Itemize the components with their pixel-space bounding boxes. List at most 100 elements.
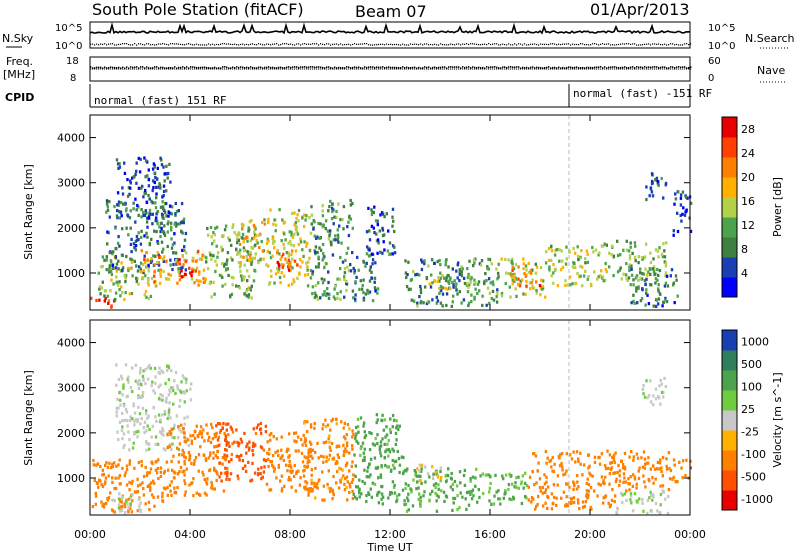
velocity-echo-cell <box>345 449 348 454</box>
freq-point <box>382 66 384 68</box>
freq-point <box>220 67 222 70</box>
colorbar-segment <box>722 450 737 471</box>
velocity-echo-cell <box>309 450 312 454</box>
velocity-echo-cell <box>196 434 199 438</box>
nsearch-point <box>234 43 236 45</box>
velocity-echo-cell <box>290 485 293 489</box>
velocity-echo-cell <box>131 446 135 450</box>
power-echo-cell <box>522 262 525 266</box>
velocity-echo-cell <box>420 481 423 485</box>
power-echo-cell <box>267 239 270 243</box>
power-echo-cell <box>105 268 108 272</box>
velocity-echo-cell <box>339 479 342 483</box>
velocity-echo-cell <box>565 469 568 473</box>
nsearch-tick-high: 10^5 <box>708 23 735 34</box>
velocity-echo-cell <box>360 445 363 449</box>
power-echo-cell <box>586 277 589 281</box>
power-echo-cell <box>134 248 137 252</box>
power-echo-cell <box>486 267 489 271</box>
velocity-echo-cell <box>212 456 215 460</box>
power-echo-cell <box>319 222 322 226</box>
power-echo-cell <box>622 248 625 252</box>
velocity-echo-cell <box>294 489 298 493</box>
power-echo-cell <box>427 300 431 304</box>
power-echo-cell <box>548 267 551 271</box>
power-echo-cell <box>197 272 201 276</box>
freq-point <box>172 67 174 69</box>
velocity-echo-cell <box>600 475 604 479</box>
velocity-echo-cell <box>224 438 227 442</box>
power-echo-cell <box>147 178 151 182</box>
power-echo-cell <box>129 226 132 230</box>
nsearch-point <box>530 43 532 45</box>
nave-point <box>636 68 638 70</box>
velocity-echo-cell <box>170 369 173 373</box>
velocity-echo-cell <box>289 469 292 473</box>
velocity-echo-cell <box>355 439 358 443</box>
freq-point <box>558 66 560 69</box>
power-echo-cell <box>381 251 384 255</box>
velocity-echo-cell <box>274 450 277 454</box>
colorbar-segment <box>722 137 737 158</box>
velocity-echo-cell <box>207 439 210 443</box>
velocity-echo-cell <box>252 453 255 457</box>
colorbar-tick-label: -1000 <box>741 493 773 506</box>
velocity-echo-cell <box>354 425 358 430</box>
power-echo-cell <box>191 258 194 263</box>
velocity-echo-cell <box>210 480 213 485</box>
velocity-echo-cell <box>365 494 368 498</box>
nsearch-point <box>456 43 458 45</box>
power-echo-cell <box>245 255 248 259</box>
velocity-echo-cell <box>286 447 289 451</box>
power-echo-cell <box>459 269 462 274</box>
freq-point <box>678 66 680 68</box>
velocity-echo-cell <box>290 465 293 469</box>
nave-point <box>200 68 202 70</box>
power-echo-cell <box>222 234 225 238</box>
nave-point <box>562 68 564 70</box>
nsearch-point <box>572 43 574 45</box>
velocity-echo-cell <box>367 492 371 497</box>
power-echo-cell <box>341 217 344 222</box>
power-echo-cell <box>512 274 515 278</box>
power-echo-cell <box>140 208 143 212</box>
nave-point <box>322 68 324 70</box>
velocity-echo-cell <box>560 461 563 466</box>
power-echo-cell <box>323 265 326 269</box>
velocity-echo-cell <box>120 500 123 504</box>
power-echo-cell <box>566 283 570 287</box>
velocity-echo-cell <box>259 431 263 435</box>
velocity-echo-cell <box>489 475 492 479</box>
velocity-echo-cell <box>223 453 226 457</box>
velocity-echo-cell <box>150 481 153 485</box>
velocity-echo-cell <box>638 497 641 501</box>
nave-point <box>144 68 146 70</box>
velocity-echo-cell <box>344 447 347 451</box>
power-echo-cell <box>525 279 528 284</box>
power-echo-cell <box>167 220 170 224</box>
velocity-echo-cell <box>121 425 124 429</box>
velocity-echo-cell <box>543 473 546 477</box>
velocity-echo-cell <box>462 473 466 478</box>
velocity-echo-cell <box>218 461 221 465</box>
power-echo-cell <box>477 280 481 284</box>
freq-point <box>596 66 598 69</box>
velocity-echo-cell <box>331 490 335 494</box>
nave-point <box>142 68 144 70</box>
power-echo-cell <box>124 291 127 295</box>
power-echo-cell <box>625 262 628 266</box>
power-echo-cell <box>593 270 596 274</box>
velocity-echo-cell <box>417 497 420 501</box>
velocity-echo-cell <box>220 479 223 483</box>
nsearch-point <box>520 43 522 45</box>
nsearch-point <box>460 44 462 46</box>
power-echo-cell <box>450 304 453 308</box>
power-echo-cell <box>121 192 125 196</box>
velocity-echo-cell <box>292 431 296 435</box>
power-echo-cell <box>129 186 132 190</box>
nsearch-point <box>374 44 376 46</box>
power-echo-cell <box>522 292 525 296</box>
velocity-echo-cell <box>173 471 177 475</box>
power-echo-cell <box>254 234 258 238</box>
power-echo-cell <box>430 258 434 262</box>
